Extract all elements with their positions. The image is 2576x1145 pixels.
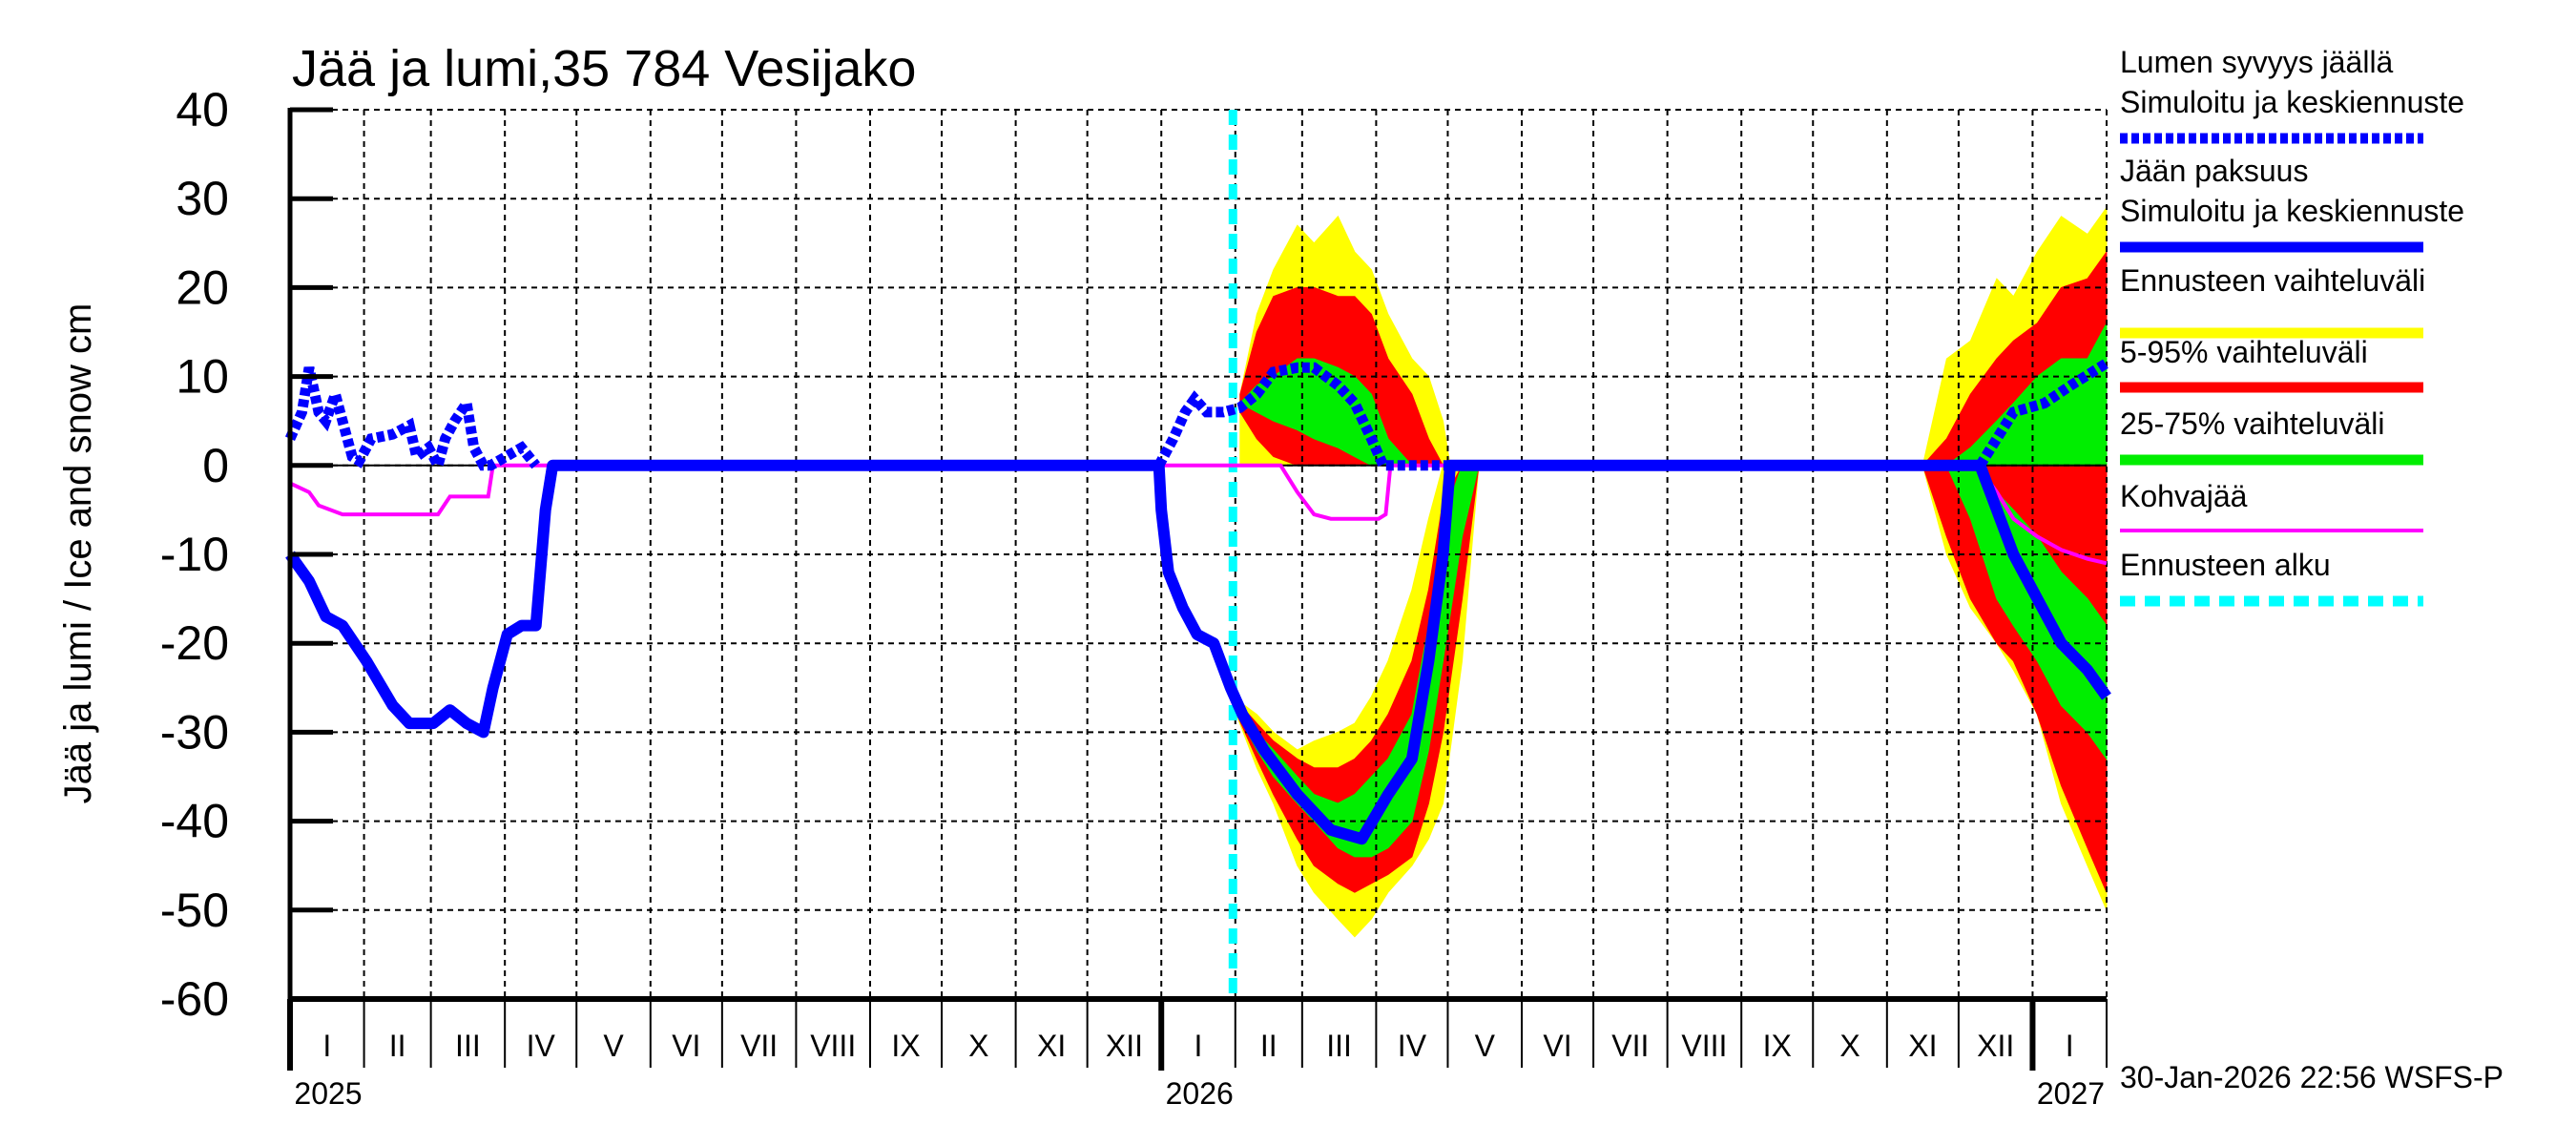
- y-tick-label: -20: [160, 616, 229, 670]
- month-label: VII: [1611, 1029, 1649, 1063]
- legend-label: 25-75% vaihteluväli: [2120, 406, 2385, 441]
- year-label: 2026: [1166, 1076, 1234, 1111]
- month-label: I: [2066, 1029, 2074, 1063]
- y-tick-label: 20: [176, 260, 229, 314]
- month-label: I: [322, 1029, 331, 1063]
- snow-depth-line: [1153, 362, 1450, 471]
- y-tick-label: -10: [160, 528, 229, 581]
- month-label: II: [389, 1029, 406, 1063]
- timestamp: 30-Jan-2026 22:56 WSFS-P: [2120, 1060, 2503, 1094]
- ice-thickness-line: [285, 459, 2111, 845]
- y-tick-label: 0: [202, 439, 229, 492]
- y-tick-label: -50: [160, 884, 229, 937]
- month-label: XII: [1977, 1029, 2014, 1063]
- slush-ice-line: [289, 463, 2108, 566]
- year-label: 2025: [294, 1076, 362, 1111]
- snow-depth-line: [1975, 358, 2109, 468]
- month-label: III: [455, 1029, 481, 1063]
- y-tick-label: 30: [176, 172, 229, 225]
- month-label: IV: [527, 1029, 556, 1063]
- month-label: IX: [1763, 1029, 1792, 1063]
- legend-label: Ennusteen vaihteluväli: [2120, 263, 2425, 298]
- y-tick-label: 10: [176, 350, 229, 404]
- month-label: VI: [1543, 1029, 1571, 1063]
- month-label: V: [603, 1029, 624, 1063]
- snow-depth-line: [284, 366, 540, 480]
- month-label: II: [1260, 1029, 1278, 1063]
- y-tick-label: -60: [160, 972, 229, 1026]
- y-axis-label: Jää ja lumi / Ice and snow cm: [57, 303, 99, 804]
- month-label: III: [1326, 1029, 1352, 1063]
- legend-sublabel: Simuloitu ja keskiennuste: [2120, 85, 2464, 119]
- y-tick-label: -40: [160, 795, 229, 848]
- legend-label: 5-95% vaihteluväli: [2120, 335, 2368, 369]
- month-label: VIII: [810, 1029, 856, 1063]
- month-label: VI: [672, 1029, 700, 1063]
- month-label: XI: [1908, 1029, 1937, 1063]
- month-label: I: [1195, 1029, 1203, 1063]
- legend-label: Ennusteen alku: [2120, 548, 2331, 582]
- month-label: V: [1475, 1029, 1496, 1063]
- month-label: IX: [891, 1029, 920, 1063]
- legend-sublabel: Simuloitu ja keskiennuste: [2120, 194, 2464, 228]
- month-label: VIII: [1681, 1029, 1727, 1063]
- legend-label: Lumen syvyys jäällä: [2120, 45, 2394, 79]
- month-label: XI: [1037, 1029, 1066, 1063]
- y-tick-label: 40: [176, 83, 229, 136]
- year-label: 2027: [2037, 1076, 2105, 1111]
- month-label: XII: [1106, 1029, 1143, 1063]
- chart-title: Jää ja lumi,35 784 Vesijako: [292, 40, 916, 97]
- month-label: VII: [740, 1029, 778, 1063]
- legend-label: Kohvajää: [2120, 479, 2248, 513]
- month-label: X: [1839, 1029, 1859, 1063]
- legend-label: Jään paksuus: [2120, 154, 2308, 188]
- month-label: IV: [1398, 1029, 1427, 1063]
- p25-75-band-0: [1238, 358, 1450, 467]
- y-tick-label: -30: [160, 705, 229, 759]
- month-label: X: [968, 1029, 988, 1063]
